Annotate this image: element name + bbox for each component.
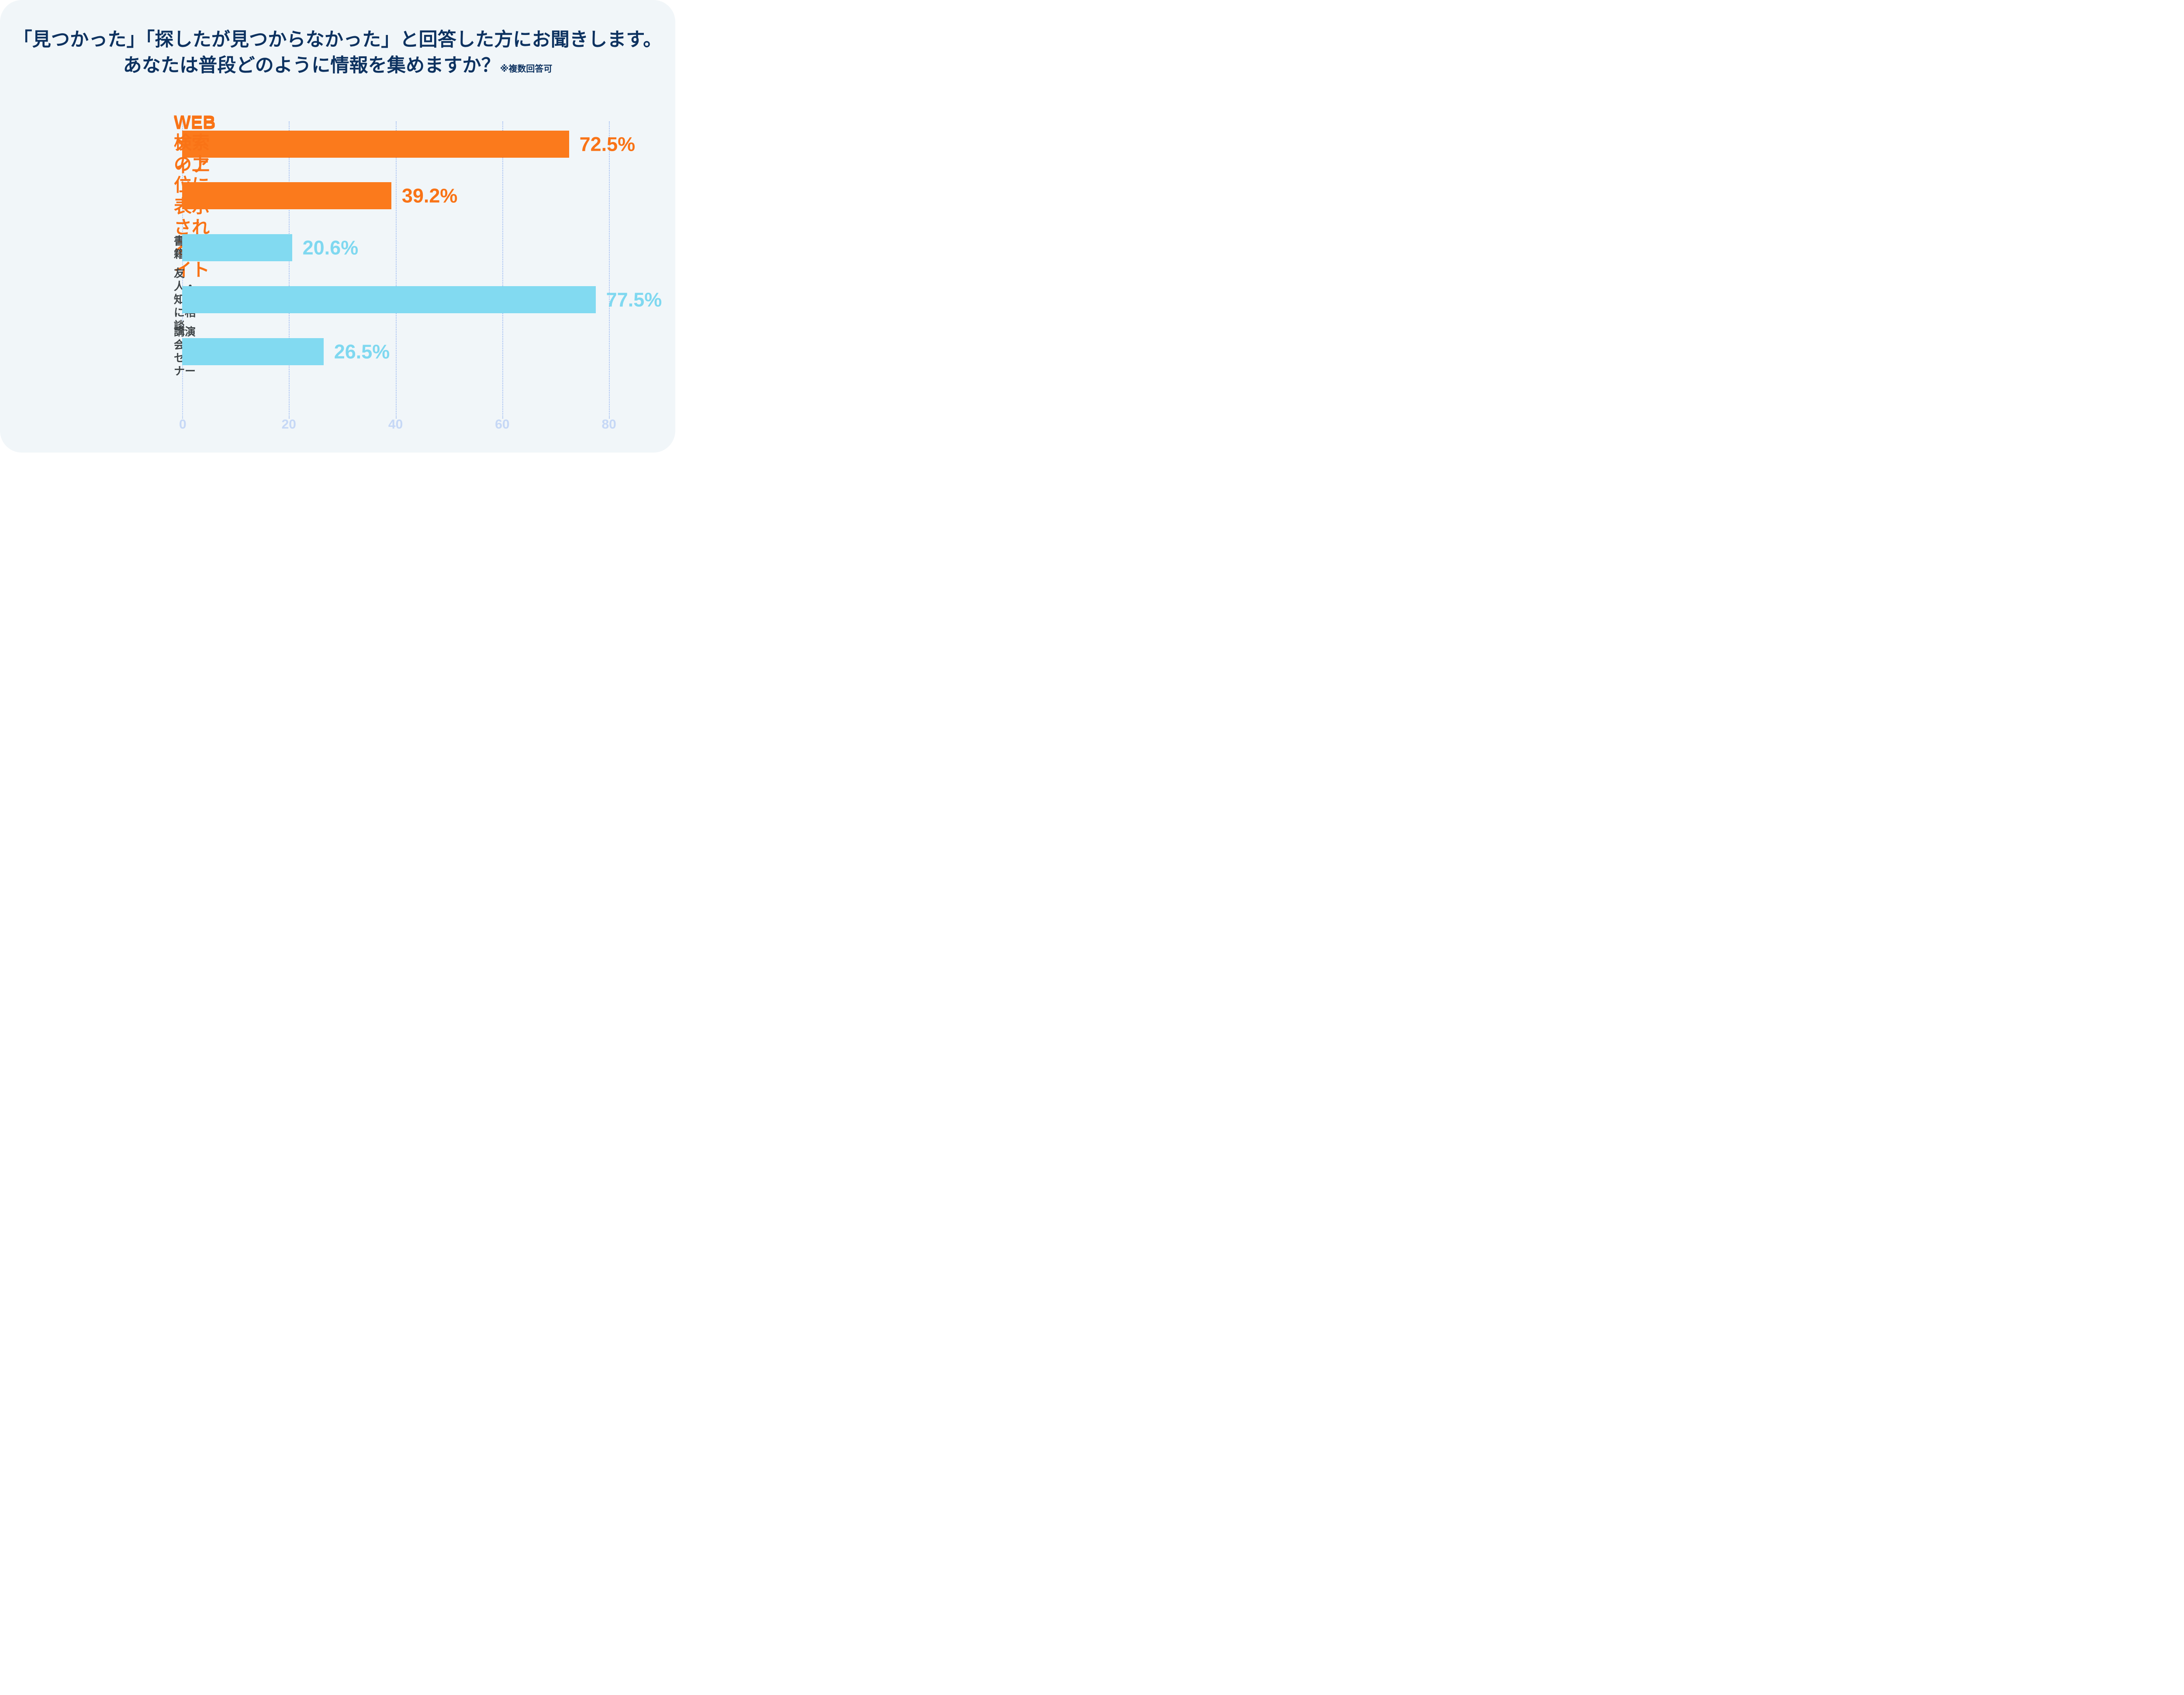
bar-1 (182, 131, 569, 158)
bar-5 (182, 338, 324, 365)
gridline-40 (395, 121, 397, 419)
title-line-2-text: あなたは普段どのように情報を集めますか？ (123, 55, 500, 76)
bar-2 (182, 182, 391, 209)
page-title: 「見つかった」「探したが見つからなかった」と回答した方にお聞きします。 あなたは… (0, 27, 675, 79)
x-tick-label-60: 60 (495, 417, 510, 432)
value-label-3: 20.6% (302, 236, 359, 259)
value-label-1: 72.5% (579, 133, 636, 156)
title-line-2: あなたは普段どのように情報を集めますか？※複数回答可 (0, 53, 675, 79)
gridline-0 (182, 121, 183, 419)
gridline-20 (289, 121, 290, 419)
chart-panel: 「見つかった」「探したが見つからなかった」と回答した方にお聞きします。 あなたは… (0, 0, 675, 453)
value-label-4: 77.5% (606, 288, 662, 311)
x-tick-label-20: 20 (281, 417, 296, 432)
x-tick-label-40: 40 (388, 417, 403, 432)
bar-4 (182, 286, 596, 313)
gridline-80 (609, 121, 610, 419)
x-tick-label-0: 0 (179, 417, 187, 432)
gridline-60 (502, 121, 503, 419)
title-line-1: 「見つかった」「探したが見つからなかった」と回答した方にお聞きします。 (13, 29, 662, 50)
value-label-5: 26.5% (334, 340, 390, 363)
value-label-2: 39.2% (401, 184, 458, 207)
bar-3 (182, 234, 292, 261)
x-tick-label-80: 80 (601, 417, 616, 432)
title-note: ※複数回答可 (500, 64, 553, 74)
